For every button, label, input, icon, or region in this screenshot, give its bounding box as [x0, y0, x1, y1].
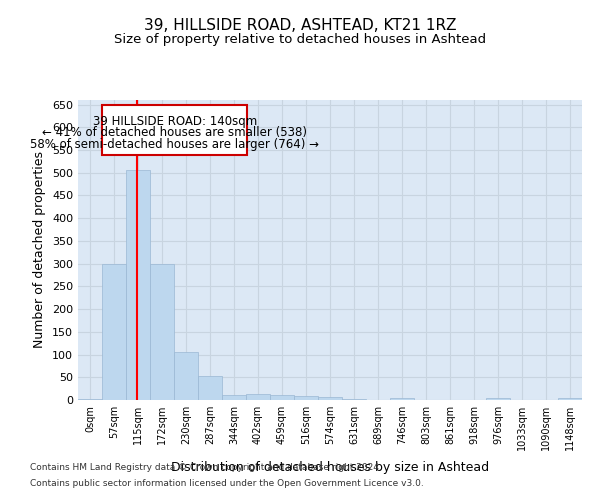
- Text: Contains HM Land Registry data © Crown copyright and database right 2024.: Contains HM Land Registry data © Crown c…: [30, 464, 382, 472]
- Y-axis label: Number of detached properties: Number of detached properties: [34, 152, 46, 348]
- Bar: [342, 398, 366, 400]
- Bar: [150, 264, 174, 400]
- Bar: [198, 376, 222, 400]
- Bar: [78, 398, 102, 400]
- FancyBboxPatch shape: [102, 104, 247, 154]
- Bar: [486, 398, 510, 400]
- Bar: [390, 398, 414, 400]
- X-axis label: Distribution of detached houses by size in Ashtead: Distribution of detached houses by size …: [171, 461, 489, 474]
- Bar: [246, 394, 270, 400]
- Text: ← 41% of detached houses are smaller (538): ← 41% of detached houses are smaller (53…: [42, 126, 307, 140]
- Bar: [558, 398, 582, 400]
- Text: 39, HILLSIDE ROAD, ASHTEAD, KT21 1RZ: 39, HILLSIDE ROAD, ASHTEAD, KT21 1RZ: [144, 18, 456, 32]
- Text: 39 HILLSIDE ROAD: 140sqm: 39 HILLSIDE ROAD: 140sqm: [92, 114, 257, 128]
- Bar: [270, 394, 294, 400]
- Bar: [174, 352, 198, 400]
- Bar: [318, 398, 342, 400]
- Bar: [126, 170, 150, 400]
- Bar: [222, 394, 246, 400]
- Text: Size of property relative to detached houses in Ashtead: Size of property relative to detached ho…: [114, 32, 486, 46]
- Bar: [102, 264, 126, 400]
- Text: Contains public sector information licensed under the Open Government Licence v3: Contains public sector information licen…: [30, 478, 424, 488]
- Bar: [294, 396, 318, 400]
- Text: 58% of semi-detached houses are larger (764) →: 58% of semi-detached houses are larger (…: [30, 138, 319, 151]
